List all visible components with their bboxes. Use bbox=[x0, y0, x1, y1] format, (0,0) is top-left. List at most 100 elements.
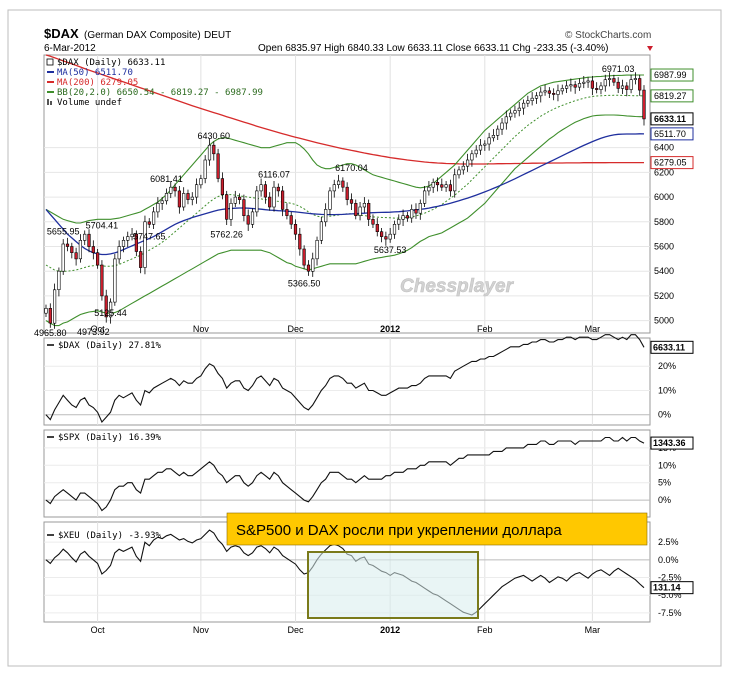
legend-bb: BB(20,2.0) 6650.54 - 6819.27 - 6987.99 bbox=[57, 88, 263, 98]
month-label-bottom: Nov bbox=[193, 625, 210, 635]
candle-body bbox=[100, 264, 104, 297]
month-label: Dec bbox=[288, 324, 305, 334]
candle-body bbox=[121, 240, 126, 247]
price-tick-label: 6200 bbox=[654, 167, 674, 177]
main-price-panel bbox=[43, 54, 651, 334]
candle-body bbox=[560, 88, 564, 92]
candle-body bbox=[607, 78, 612, 81]
perf-value-box bbox=[650, 581, 694, 595]
price-value-label: 6987.99 bbox=[654, 70, 687, 80]
candle-body bbox=[603, 79, 607, 87]
legend-ma50: MA(50) 6511.70 bbox=[57, 68, 133, 78]
candle-body bbox=[474, 149, 478, 155]
perf-line bbox=[45, 436, 645, 512]
candle-body bbox=[397, 219, 401, 225]
candle-body bbox=[130, 233, 134, 237]
candle-body bbox=[410, 209, 414, 219]
perf-tick-label: 0% bbox=[658, 410, 671, 420]
candle-body bbox=[182, 193, 186, 208]
price-tick-label: 5000 bbox=[654, 316, 674, 326]
candle-body bbox=[255, 190, 259, 213]
candle-body bbox=[453, 174, 457, 192]
price-annotation: 6170.04 bbox=[335, 163, 368, 173]
candle-body bbox=[590, 80, 594, 89]
candle-body bbox=[573, 84, 577, 88]
perf-value-label: 6633.11 bbox=[653, 342, 685, 352]
month-label: 2012 bbox=[380, 324, 400, 334]
perf-tick-label: 20% bbox=[658, 361, 676, 371]
candle-body bbox=[83, 233, 87, 241]
candle-body bbox=[207, 144, 212, 161]
dax-perf-panel bbox=[43, 337, 651, 426]
candle-body bbox=[212, 144, 216, 155]
month-label-bottom: Dec bbox=[288, 625, 305, 635]
candle-body bbox=[465, 159, 470, 167]
ma200-line bbox=[45, 54, 644, 165]
candle-body bbox=[349, 199, 354, 204]
candle-body bbox=[143, 221, 147, 268]
price-annotation: 5125.44 bbox=[94, 308, 127, 318]
candle-body bbox=[78, 240, 82, 260]
exchange-label: DEUT bbox=[204, 30, 231, 41]
candle-body bbox=[164, 193, 169, 202]
candle-body bbox=[414, 209, 418, 214]
candle-body bbox=[293, 224, 298, 235]
perf-tick-label: -5.0% bbox=[658, 590, 682, 600]
candle-body bbox=[328, 190, 332, 210]
candle-body bbox=[250, 211, 255, 225]
price-value-box bbox=[650, 89, 694, 103]
candle-body bbox=[169, 186, 173, 194]
candle-body bbox=[96, 252, 100, 266]
candle-body bbox=[629, 79, 633, 90]
candle-body bbox=[500, 122, 504, 130]
candle-body bbox=[586, 80, 590, 83]
candle-body bbox=[345, 186, 349, 200]
candle-body bbox=[61, 243, 65, 272]
candle-body bbox=[195, 184, 199, 198]
candle-body bbox=[91, 246, 95, 253]
legend: $DAX (Daily) 6633.11 MA(50) 6511.70 MA(2… bbox=[46, 58, 263, 108]
price-annotation: 4965.80 bbox=[34, 328, 67, 338]
candle-body bbox=[595, 88, 599, 90]
price-value-box bbox=[650, 127, 694, 141]
candle-body bbox=[225, 194, 229, 220]
candle-body bbox=[74, 252, 78, 260]
candle-body bbox=[285, 209, 289, 216]
ohlc-summary: Open 6835.97 High 6840.33 Low 6633.11 Cl… bbox=[258, 43, 608, 54]
annotation-banner bbox=[226, 512, 648, 546]
perf-tick-label: 10% bbox=[658, 460, 676, 470]
candle-body bbox=[109, 301, 113, 318]
candle-body bbox=[478, 144, 483, 151]
price-annotation: 5366.50 bbox=[288, 278, 321, 288]
candle-body bbox=[268, 196, 272, 208]
candle-body bbox=[431, 182, 435, 188]
price-annotation: 5655.95 bbox=[47, 227, 80, 237]
month-label: Oct bbox=[91, 324, 106, 334]
candle-body bbox=[190, 196, 194, 200]
candle-body bbox=[620, 85, 625, 89]
perf-tick-label: -7.5% bbox=[658, 608, 682, 618]
annotation-text: S&P500 и DAX росли при укреплении доллар… bbox=[236, 522, 562, 539]
candle-body bbox=[199, 178, 203, 186]
candle-body bbox=[530, 97, 534, 101]
candle-body bbox=[427, 186, 431, 192]
candle-body bbox=[276, 186, 280, 192]
candle-body bbox=[336, 180, 341, 186]
candle-body bbox=[504, 116, 508, 124]
candle-body bbox=[341, 180, 345, 188]
candle-body bbox=[280, 190, 285, 210]
price-annotation: 6971.03 bbox=[602, 64, 635, 74]
candle-body bbox=[612, 78, 616, 83]
candle-body bbox=[259, 184, 263, 192]
price-tick-label: 5400 bbox=[654, 266, 674, 276]
month-label-bottom: Feb bbox=[477, 625, 493, 635]
down-arrow-icon bbox=[647, 46, 653, 51]
price-value-label: 6819.27 bbox=[654, 91, 687, 101]
candle-body bbox=[444, 184, 448, 188]
price-value-label: 6279.05 bbox=[654, 158, 687, 168]
candle-body bbox=[70, 246, 74, 253]
candle-body bbox=[52, 289, 57, 324]
candle-body bbox=[638, 78, 642, 91]
